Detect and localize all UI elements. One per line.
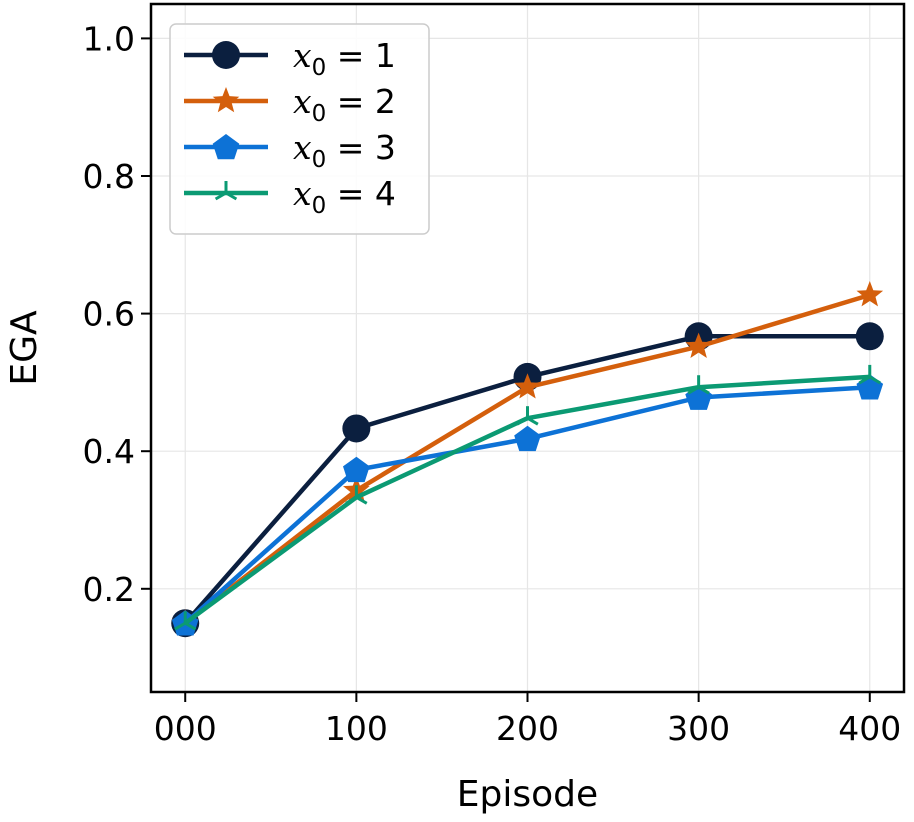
- legend-box: [169, 23, 430, 235]
- legend-label: x0 = 4: [293, 174, 396, 219]
- x-tick-label: 300: [667, 709, 730, 748]
- y-tick-label: 0.2: [83, 570, 135, 609]
- legend-label: x0 = 1: [293, 36, 396, 81]
- data-point: [345, 485, 368, 505]
- legend-marker: [212, 87, 240, 113]
- y-axis-label: EGA: [4, 310, 45, 386]
- data-point: [343, 456, 370, 483]
- legend-item: x0 = 4: [184, 174, 396, 219]
- x-tick-label: 400: [838, 709, 901, 748]
- y-tick-label: 0.8: [83, 157, 135, 196]
- legend-item: x0 = 2: [184, 82, 396, 127]
- data-point: [514, 373, 541, 399]
- x-tick-label: 200: [496, 709, 559, 748]
- legend-label: x0 = 3: [293, 128, 396, 173]
- data-point: [855, 322, 884, 351]
- data-point: [342, 414, 371, 443]
- data-point: [516, 406, 539, 426]
- ticks: 000 100 200 300 400 0.2 0.4 0.6 0.8 1.0: [83, 19, 902, 748]
- legend-marker: [212, 41, 240, 69]
- legend-marker: [214, 181, 238, 201]
- data-point: [856, 281, 884, 307]
- x-tick-label: 000: [154, 709, 217, 748]
- data-point: [685, 332, 712, 358]
- x-axis-label: Episode: [457, 774, 598, 815]
- legend-item: x0 = 1: [184, 36, 396, 81]
- data-point: [858, 364, 881, 385]
- legend-label: x0 = 2: [293, 82, 396, 127]
- legend-marker: [212, 134, 240, 160]
- y-tick-label: 0.6: [83, 295, 135, 334]
- data-point: [687, 375, 710, 395]
- legend-item: x0 = 3: [184, 128, 396, 173]
- data-point: [174, 611, 197, 631]
- y-tick-label: 1.0: [83, 19, 135, 58]
- series-4: [174, 364, 881, 631]
- series-layer: [171, 281, 884, 638]
- legend: x0 = 1x0 = 2x0 = 3x0 = 4: [169, 23, 430, 235]
- y-tick-label: 0.4: [83, 432, 135, 471]
- data-point: [514, 425, 541, 452]
- x-tick-label: 100: [325, 709, 388, 748]
